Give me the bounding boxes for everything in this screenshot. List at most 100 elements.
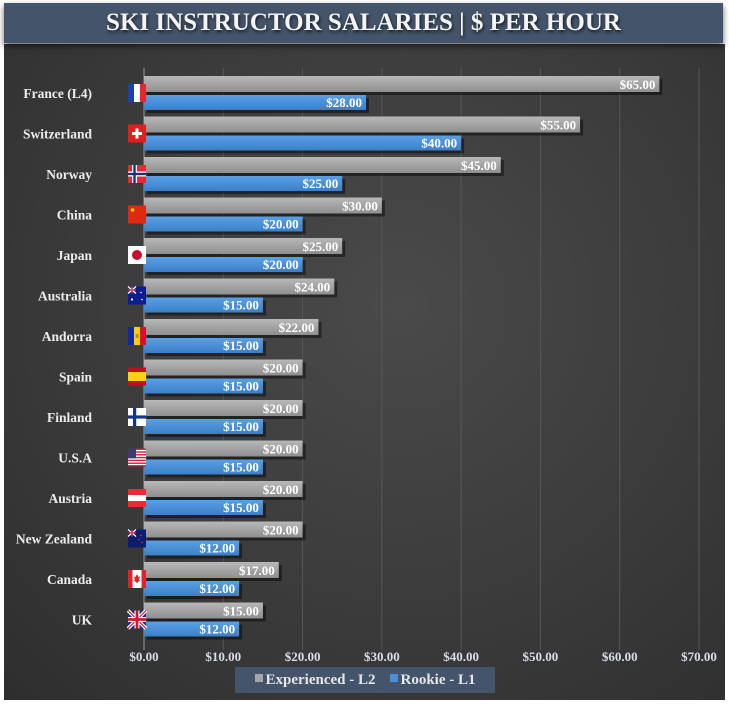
bar-experienced xyxy=(144,116,581,133)
data-label: $15.00 xyxy=(223,419,259,434)
data-label: $20.00 xyxy=(263,401,299,416)
data-label: $40.00 xyxy=(421,136,457,151)
data-label: $15.00 xyxy=(223,604,259,619)
flag-china-icon xyxy=(128,205,146,224)
x-tick-label: $10.00 xyxy=(205,649,241,664)
bar-rookie xyxy=(144,581,240,596)
data-label: $20.00 xyxy=(263,523,299,538)
bar-experienced xyxy=(144,602,263,619)
bar-experienced xyxy=(144,562,279,578)
data-label: $15.00 xyxy=(223,500,259,515)
category-label: Canada xyxy=(47,572,92,587)
category-label: Norway xyxy=(46,167,92,182)
data-label: $25.00 xyxy=(302,239,338,254)
bar-rookie xyxy=(144,419,263,434)
flag-finland-icon xyxy=(128,408,146,426)
data-label: $22.00 xyxy=(279,320,315,335)
flag-norway-icon xyxy=(128,165,146,183)
x-tick-label: $50.00 xyxy=(523,649,559,664)
category-label: UK xyxy=(72,613,93,628)
bar-experienced xyxy=(144,157,501,173)
bar-experienced xyxy=(144,359,303,376)
category-label: Finland xyxy=(47,410,93,425)
flag-austria-icon xyxy=(128,489,146,507)
chart-background xyxy=(4,44,725,700)
x-tick-label: $30.00 xyxy=(364,649,400,664)
category-label: Australia xyxy=(38,289,92,304)
x-tick-label: $60.00 xyxy=(602,649,638,664)
bar-experienced xyxy=(144,319,319,335)
data-label: $15.00 xyxy=(223,338,259,353)
bar-experienced xyxy=(144,278,335,295)
category-label: Spain xyxy=(59,370,93,385)
bar-experienced xyxy=(144,440,303,457)
bar-experienced xyxy=(144,238,343,254)
flag-spain-icon xyxy=(128,367,146,386)
data-label: $30.00 xyxy=(342,199,378,214)
legend-swatch-rookie xyxy=(389,674,398,682)
flag-japan-icon xyxy=(128,246,146,264)
category-label: Austria xyxy=(49,491,93,506)
x-tick-label: $70.00 xyxy=(681,649,717,664)
data-label: $15.00 xyxy=(223,379,259,394)
flag-australia-icon xyxy=(127,286,146,305)
flag-uk-icon xyxy=(126,609,148,630)
x-tick-label: $0.00 xyxy=(129,649,158,664)
data-label: $20.00 xyxy=(263,442,299,457)
bar-rookie xyxy=(144,135,462,151)
data-label: $20.00 xyxy=(263,257,299,272)
bar-experienced xyxy=(144,197,382,214)
chart-title: SKI INSTRUCTOR SALARIES | $ PER HOUR xyxy=(106,9,621,36)
bar-rookie xyxy=(144,257,303,272)
data-label: $24.00 xyxy=(295,280,331,295)
category-label: New Zealand xyxy=(16,532,93,547)
flag-france-icon xyxy=(128,84,146,102)
data-label: $15.00 xyxy=(223,298,259,313)
bar-rookie xyxy=(144,95,366,110)
category-label: Switzerland xyxy=(23,127,92,142)
flag-canada-icon xyxy=(128,570,146,588)
data-label: $28.00 xyxy=(326,95,362,110)
category-label: U.S.A xyxy=(58,451,92,466)
bar-rookie xyxy=(144,459,263,475)
data-label: $15.00 xyxy=(223,460,259,475)
bar-rookie xyxy=(144,176,343,191)
chart-title-bar: SKI INSTRUCTOR SALARIES | $ PER HOUR xyxy=(4,3,723,43)
data-label: $12.00 xyxy=(199,541,235,556)
data-label: $12.00 xyxy=(199,581,235,596)
data-label: $55.00 xyxy=(540,118,576,133)
legend-swatch-experienced xyxy=(254,674,263,682)
bar-rookie xyxy=(144,338,263,353)
data-label: $25.00 xyxy=(302,176,338,191)
data-label: $17.00 xyxy=(239,563,275,578)
bar-rookie xyxy=(144,540,240,556)
legend: Experienced - L2 Rookie - L1 xyxy=(235,667,495,693)
category-label: China xyxy=(57,208,93,223)
flag-new-zealand-icon xyxy=(127,529,146,548)
bar-rookie xyxy=(144,216,303,232)
data-label: $20.00 xyxy=(263,217,299,232)
flag-andorra-icon xyxy=(128,327,146,345)
bar-experienced xyxy=(144,481,303,497)
legend-label-rookie: Rookie - L1 xyxy=(400,671,476,688)
bar-rookie xyxy=(144,378,263,394)
x-tick-label: $20.00 xyxy=(285,649,321,664)
legend-item-experienced: Experienced - L2 xyxy=(254,671,376,689)
category-label: France (L4) xyxy=(23,86,92,101)
x-tick-label: $40.00 xyxy=(443,649,479,664)
data-label: $45.00 xyxy=(461,158,497,173)
flag-switzerland-icon xyxy=(128,124,146,143)
legend-label-experienced: Experienced - L2 xyxy=(265,671,376,688)
bar-experienced xyxy=(144,76,660,92)
legend-item-rookie: Rookie - L1 xyxy=(389,671,476,689)
bar-experienced xyxy=(144,521,303,538)
bar-rookie xyxy=(144,297,263,313)
bar-experienced xyxy=(144,400,303,416)
data-label: $20.00 xyxy=(263,361,299,376)
data-label: $20.00 xyxy=(263,482,299,497)
bar-rookie xyxy=(144,500,263,515)
category-label: Japan xyxy=(57,248,93,263)
data-label: $65.00 xyxy=(620,77,656,92)
flag-usa-icon xyxy=(128,448,146,467)
